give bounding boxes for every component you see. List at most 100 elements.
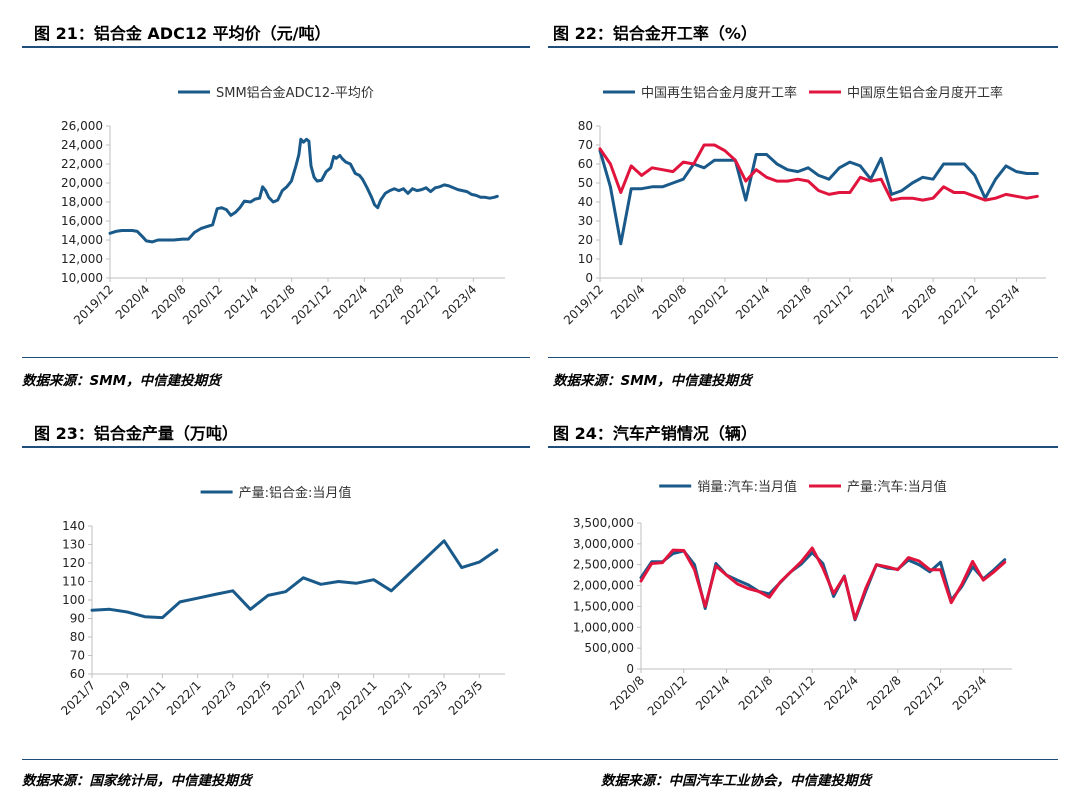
figure-24-title: 图 24：汽车产销情况（辆） (553, 424, 757, 443)
y-tick-label: 0 (585, 271, 593, 285)
x-tick-label: 2023/3 (410, 678, 450, 718)
y-tick-label: 20 (578, 233, 593, 247)
y-tick-label: 10 (578, 252, 593, 266)
y-tick-label: 50 (578, 176, 593, 190)
y-tick-label: 100 (62, 593, 85, 607)
legend-item: 中国原生铝合金月度开工率 (809, 85, 1003, 101)
x-tick-label: 2021/12 (773, 673, 818, 718)
x-tick-label: 2020/12 (180, 282, 225, 327)
x-tick-label: 2022/8 (864, 673, 904, 713)
series-line-1 (90, 539, 499, 620)
figure-22-source: 数据来源：SMM，中信建投期货 (553, 373, 752, 389)
figure-22-title: 图 22：铝合金开工率（%） (553, 24, 757, 43)
x-tick-label: 2021/12 (811, 282, 856, 327)
x-tick-label: 2020/4 (113, 282, 153, 322)
y-tick-label: 26,000 (61, 119, 103, 133)
legend-label: 中国再生铝合金月度开工率 (641, 85, 797, 101)
x-tick-label: 2023/4 (440, 282, 480, 322)
x-tick-label: 2022/12 (902, 673, 947, 718)
y-tick-label: 30 (578, 214, 593, 228)
bottom-rule (22, 759, 1058, 760)
x-tick-label: 2023/5 (446, 678, 486, 718)
legend-label: 销量:汽车:当月值 (697, 479, 797, 495)
axes: 0 10 20 30 40 50 60 70 80 2019/12 2020/4 2020/82020… (561, 119, 1046, 327)
figure-24-top-rule (548, 446, 1058, 448)
x-tick-label: 2022/1 (164, 678, 204, 718)
y-tick-label: 60 (578, 157, 593, 171)
y-tick-label: 20,000 (61, 176, 103, 190)
y-tick-label: 22,000 (61, 157, 103, 171)
y-tick-label: 70 (70, 649, 85, 663)
series-line-1 (108, 137, 499, 244)
x-tick-label: 2023/4 (950, 673, 990, 713)
figure-21-title: 图 21：铝合金 ADC12 平均价（元/吨） (34, 24, 331, 43)
x-tick-label: 2022/4 (858, 282, 898, 322)
x-tick-label: 2021/12 (289, 282, 334, 327)
figure-22-chart: 0 10 20 30 40 50 60 70 80 2019/12 2020/4 2020/82020… (561, 85, 1046, 327)
series-line-1 (598, 149, 1039, 246)
x-tick-label: 2021/4 (733, 282, 773, 322)
y-tick-label: 14,000 (61, 233, 103, 247)
figure-23-title: 图 23：铝合金产量（万吨） (34, 424, 238, 443)
y-tick-label: 80 (578, 119, 593, 133)
x-tick-label: 2023/1 (375, 678, 415, 718)
y-tick-label: 2,000,000 (573, 579, 634, 593)
figure-22-top-rule (548, 46, 1058, 48)
x-tick-label: 2022/3 (199, 678, 239, 718)
x-tick-label: 2021/8 (775, 282, 815, 322)
x-tick-label: 2020/12 (686, 282, 731, 327)
x-tick-label: 2021/4 (693, 673, 733, 713)
legend: 中国再生铝合金月度开工率 中国原生铝合金月度开工率 (603, 85, 1003, 101)
figure-21-top-rule (22, 46, 530, 48)
figure-24-source: 数据来源：中国汽车工业协会，中信建投期货 (601, 773, 871, 789)
series-line-2 (639, 546, 1007, 621)
y-tick-label: 70 (578, 138, 593, 152)
x-tick-label: 2022/4 (331, 282, 371, 322)
y-tick-label: 500,000 (584, 641, 634, 655)
x-tick-label: 2022/4 (821, 673, 861, 713)
figure-21-bottom-rule (22, 357, 530, 358)
y-tick-label: 0 (626, 662, 634, 676)
figure-22-bottom-rule (548, 357, 1058, 358)
figure-23-top-rule (22, 446, 530, 448)
x-tick-label: 2022/12 (936, 282, 981, 327)
legend: SMM铝合金ADC12-平均价 (178, 85, 374, 101)
axes: 607080901001101201301402021/72021/92021/… (58, 519, 505, 723)
y-tick-label: 3,000,000 (573, 537, 634, 551)
y-tick-label: 24,000 (61, 138, 103, 152)
y-tick-label: 18,000 (61, 195, 103, 209)
y-tick-label: 60 (70, 667, 85, 681)
figure-23-chart: 607080901001101201301402021/72021/92021/… (58, 485, 505, 723)
x-tick-label: 2021/8 (736, 673, 776, 713)
legend-item: 中国再生铝合金月度开工率 (603, 85, 797, 101)
figure-21-chart: 10,000 12,000 14,000 16,000 18,000 20,000 22,0… (61, 85, 505, 327)
y-tick-label: 140 (62, 519, 85, 533)
x-tick-label: 2020/12 (645, 673, 690, 718)
x-tick-label: 2020/8 (650, 282, 690, 322)
series-line-2 (598, 143, 1039, 202)
y-tick-label: 2,500,000 (573, 558, 634, 572)
x-tick-label: 2022/5 (234, 678, 274, 718)
x-tick-label: 2022/7 (270, 678, 310, 718)
y-tick-label: 10,000 (61, 271, 103, 285)
figure-24-chart: 0 500,000 1,000,000 1,500,000 2,000,000 2,500… (573, 479, 1012, 718)
legend: 销量:汽车:当月值 产量:汽车:当月值 (659, 479, 947, 495)
legend-label: SMM铝合金ADC12-平均价 (216, 85, 374, 101)
legend-item: SMM铝合金ADC12-平均价 (178, 85, 374, 101)
figure-23-source: 数据来源：国家统计局，中信建投期货 (22, 773, 252, 789)
y-tick-label: 1,500,000 (573, 599, 634, 613)
figure-21-source: 数据来源：SMM，中信建投期货 (22, 373, 221, 389)
legend: 产量:铝合金:当月值 (200, 485, 352, 501)
y-tick-label: 3,500,000 (573, 516, 634, 530)
legend-item: 产量:铝合金:当月值 (200, 485, 352, 501)
legend-label: 产量:汽车:当月值 (847, 479, 947, 495)
y-tick-label: 16,000 (61, 214, 103, 228)
legend-label: 产量:铝合金:当月值 (239, 485, 352, 501)
x-tick-label: 2021/7 (58, 678, 98, 718)
x-tick-label: 2020/4 (608, 282, 648, 322)
legend-item: 产量:汽车:当月值 (809, 479, 947, 495)
x-tick-label: 2022/12 (398, 282, 443, 327)
y-tick-label: 90 (70, 612, 85, 626)
y-tick-label: 12,000 (61, 252, 103, 266)
x-tick-label: 2021/4 (222, 282, 262, 322)
